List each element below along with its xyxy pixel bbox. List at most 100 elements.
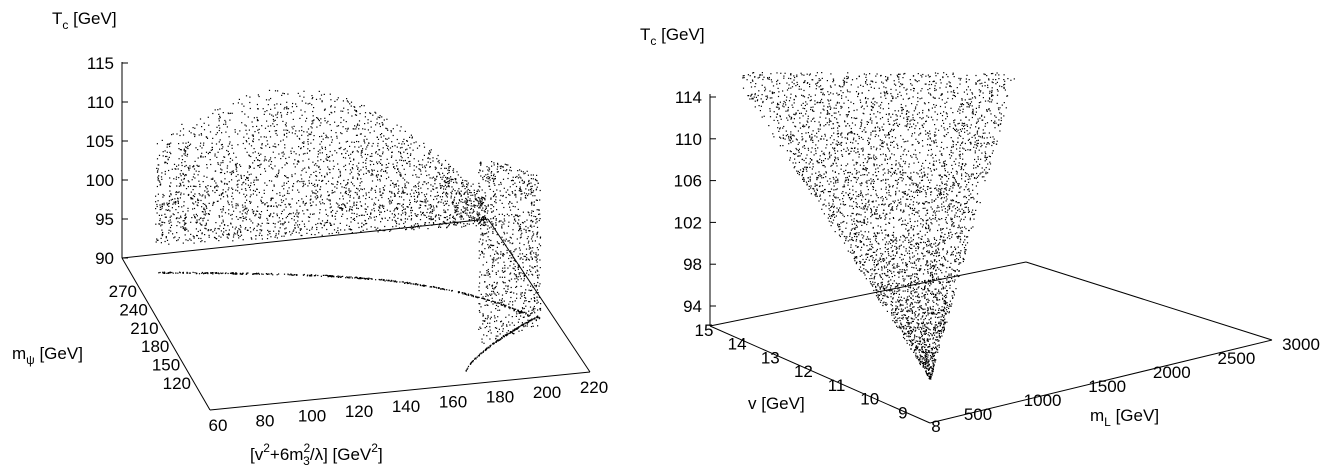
left-data-point <box>220 171 223 174</box>
left-data-point <box>310 174 312 176</box>
left-data-point <box>521 193 523 195</box>
left-data-point <box>301 100 303 102</box>
left-data-point <box>205 186 207 188</box>
left-data-point <box>311 204 313 206</box>
left-data-point <box>253 227 255 229</box>
left-data-point <box>394 168 396 170</box>
right-data-point <box>851 238 853 240</box>
left-data-point <box>316 117 318 119</box>
left-data-point <box>527 315 529 317</box>
left-data-point <box>441 163 443 165</box>
left-data-point <box>352 128 354 130</box>
left-data-point <box>491 270 494 272</box>
right-data-point <box>857 86 859 88</box>
left-data-point <box>179 272 181 274</box>
left-data-point <box>514 194 516 196</box>
left-data-point <box>376 122 378 124</box>
left-data-point <box>249 96 251 98</box>
left-data-point <box>315 98 318 100</box>
left-data-point <box>492 217 495 219</box>
left-data-point <box>492 287 494 289</box>
left-data-point <box>284 203 286 206</box>
left-data-point <box>450 195 452 197</box>
left-data-point <box>401 210 403 212</box>
left-data-point <box>376 174 378 176</box>
left-data-point <box>485 274 487 276</box>
left-data-point <box>353 185 355 187</box>
left-data-point <box>376 176 378 178</box>
left-data-point <box>394 280 396 282</box>
right-data-point <box>942 331 944 333</box>
left-data-point <box>400 214 402 216</box>
left-data-point <box>487 205 489 207</box>
left-data-point <box>534 240 536 242</box>
left-data-point <box>285 198 287 200</box>
left-data-point <box>532 195 534 197</box>
left-data-point <box>203 175 205 177</box>
left-data-point <box>476 218 478 220</box>
right-data-point <box>900 94 902 97</box>
left-data-point <box>355 114 358 116</box>
left-data-point <box>231 147 233 149</box>
left-data-point <box>204 190 206 192</box>
left-data-point <box>396 208 398 210</box>
right-data-point <box>964 211 966 213</box>
left-data-point <box>331 112 333 114</box>
left-data-point <box>517 279 519 281</box>
left-data-point <box>476 211 478 213</box>
left-data-point <box>394 145 396 147</box>
left-data-point <box>346 224 348 226</box>
left-data-point <box>263 189 265 191</box>
left-data-point <box>180 183 182 185</box>
right-data-point <box>900 106 902 109</box>
left-data-point <box>329 222 331 224</box>
left-data-point <box>380 155 382 157</box>
left-data-point <box>420 170 422 172</box>
left-data-point <box>472 294 474 297</box>
left-data-point <box>389 280 391 282</box>
left-data-point <box>192 202 194 204</box>
left-data-point <box>355 128 357 130</box>
left-data-point <box>289 274 291 276</box>
left-data-point <box>428 215 430 217</box>
left-data-point <box>430 195 432 197</box>
left-data-point <box>301 198 303 200</box>
left-data-point <box>522 222 524 224</box>
left-data-point <box>450 197 452 199</box>
left-data-point <box>193 236 195 238</box>
left-data-point <box>446 186 448 188</box>
left-data-point <box>269 214 271 216</box>
left-data-point <box>523 280 525 282</box>
left-data-point <box>272 115 274 117</box>
left-data-point <box>345 121 347 123</box>
left-data-point <box>189 143 192 145</box>
left-data-point <box>502 267 504 269</box>
right-data-point <box>876 122 878 124</box>
left-data-point <box>366 157 368 160</box>
left-data-point <box>421 201 423 203</box>
left-data-point <box>474 217 476 219</box>
right-data-point <box>920 343 922 346</box>
right-data-point <box>830 154 832 156</box>
left-data-point <box>427 161 429 163</box>
left-data-point <box>206 167 208 169</box>
left-data-point <box>481 205 483 207</box>
left-data-point <box>518 312 521 314</box>
left-data-point <box>394 215 396 217</box>
left-data-point <box>239 224 241 227</box>
left-data-point <box>187 210 189 212</box>
right-data-point <box>915 189 918 192</box>
left-data-point <box>220 208 222 211</box>
left-data-point <box>242 239 244 241</box>
left-data-point <box>480 202 482 204</box>
left-data-point <box>533 310 535 312</box>
left-data-point <box>374 203 377 205</box>
left-data-point <box>345 206 347 208</box>
right-data-point <box>924 103 926 105</box>
left-data-point <box>368 191 370 194</box>
left-data-point <box>407 144 409 146</box>
right-data-point <box>833 148 835 150</box>
right-data-point <box>936 267 939 269</box>
right-data-point <box>923 333 925 335</box>
left-data-point <box>197 198 199 200</box>
